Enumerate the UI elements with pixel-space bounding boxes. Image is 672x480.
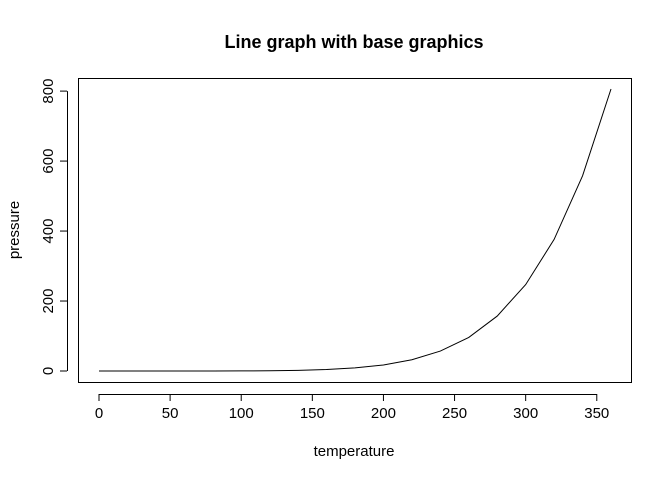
x-tick-label: 0 — [95, 405, 103, 422]
x-tick-label: 250 — [442, 405, 467, 422]
x-tick-label: 200 — [371, 405, 396, 422]
y-tick-label: 800 — [40, 79, 57, 104]
x-axis-label: temperature — [314, 443, 395, 460]
x-tick-label: 300 — [513, 405, 538, 422]
y-tick-label: 400 — [40, 219, 57, 244]
x-tick-label: 100 — [229, 405, 254, 422]
y-tick-label: 600 — [40, 149, 57, 174]
x-tick-label: 350 — [584, 405, 609, 422]
x-axis-ticks: 0 50 100 150 200 250 300 350 — [95, 394, 609, 422]
y-axis-ticks: 0 200 400 600 800 — [40, 79, 67, 375]
y-axis-label: pressure — [6, 201, 23, 259]
plot-area-border — [78, 78, 632, 383]
x-tick-label: 150 — [300, 405, 325, 422]
pressure-series-line — [99, 88, 612, 372]
x-tick-label: 50 — [162, 405, 179, 422]
y-tick-label: 0 — [40, 367, 57, 375]
chart-title: Line graph with base graphics — [224, 32, 483, 52]
y-tick-label: 200 — [40, 289, 57, 314]
